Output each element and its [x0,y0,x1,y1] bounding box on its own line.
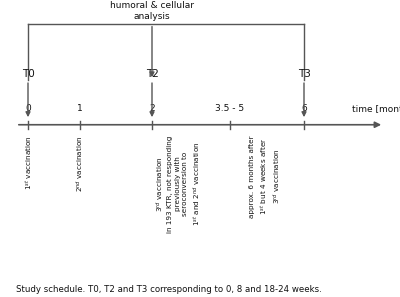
Text: 2$^{nd}$ vaccination: 2$^{nd}$ vaccination [74,135,86,192]
Text: 1$^{st}$ vaccination: 1$^{st}$ vaccination [22,135,34,190]
Text: Study schedule. T0, T2 and T3 corresponding to 0, 8 and 18-24 weeks.: Study schedule. T0, T2 and T3 correspond… [16,285,322,294]
Text: T2: T2 [146,69,158,79]
Text: T3: T3 [298,69,310,79]
Text: 3$^{rd}$ vaccination
in 193 KTR, not responding
previously with
seroconversion t: 3$^{rd}$ vaccination in 193 KTR, not res… [154,135,202,233]
Text: 6: 6 [301,104,307,113]
Text: 0: 0 [25,104,31,113]
Text: approx. 6 months after
1$^{st}$ but 4 weeks after
3$^{rd}$ vaccination: approx. 6 months after 1$^{st}$ but 4 we… [249,135,283,218]
Text: humoral & cellular
analysis: humoral & cellular analysis [110,1,194,21]
Text: 1: 1 [77,104,83,113]
Text: 3.5 - 5: 3.5 - 5 [216,104,244,113]
Text: T0: T0 [22,69,34,79]
Text: time [months]: time [months] [352,104,400,113]
Text: 2: 2 [149,104,155,113]
